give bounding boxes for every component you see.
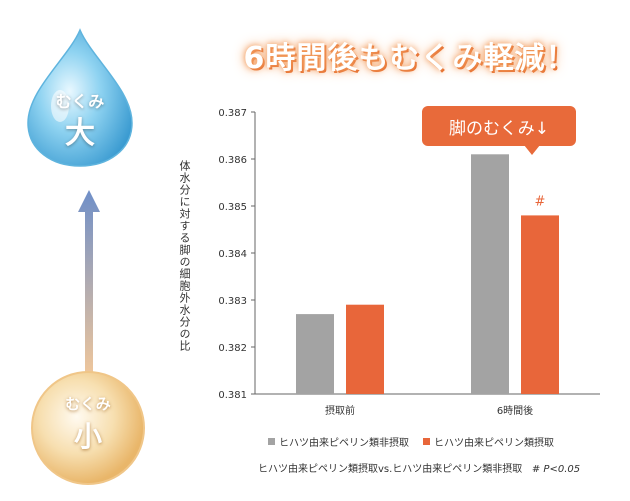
y-tick-label: 0.383 xyxy=(218,296,247,307)
bar-non-intake-1 xyxy=(471,154,509,394)
legend-label-intake: ヒハツ由来ピペリン類摂取 xyxy=(434,438,554,449)
x-tick-label: 摂取前 xyxy=(325,404,355,417)
legend-swatch-gray xyxy=(268,438,275,445)
callout-box: 脚のむくみ↓ xyxy=(422,106,576,155)
y-tick-label: 0.384 xyxy=(218,249,247,260)
scale-bottom-big: 小 xyxy=(73,420,102,453)
water-drop-icon xyxy=(27,28,133,167)
legend: ヒハツ由来ピペリン類非摂取 ヒハツ由来ピペリン類摂取 xyxy=(268,434,554,449)
footnote: ヒハツ由来ピペリン類摂取vs.ヒハツ由来ピペリン類非摂取 # P<0.05 xyxy=(258,460,580,475)
significance-note: # P<0.05 xyxy=(531,464,581,475)
x-tick-label: 6時間後 xyxy=(497,404,533,417)
y-tick-label: 0.381 xyxy=(218,390,247,401)
arrow-up-icon xyxy=(78,190,100,380)
scale-bottom-small: むくみ xyxy=(65,395,111,413)
footnote-text: ヒハツ由来ピペリン類摂取vs.ヒハツ由来ピペリン類非摂取 xyxy=(258,464,523,475)
significance-mark: # xyxy=(535,194,546,209)
legend-label-non-intake: ヒハツ由来ピペリン類非摂取 xyxy=(279,438,409,449)
y-tick-label: 0.382 xyxy=(218,343,247,354)
bar-intake-0 xyxy=(346,304,384,394)
headline: 6時間後もむくみ軽減！ xyxy=(243,41,577,76)
scale-top-small: むくみ xyxy=(55,92,105,111)
legend-item-non-intake: ヒハツ由来ピペリン類非摂取 xyxy=(268,434,409,449)
bar-intake-1 xyxy=(521,215,559,394)
bar-chart: 0.381 0.382 0.383 0.384 0.385 0.386 0.387 摂取前 6時… xyxy=(218,108,600,417)
legend-item-intake: ヒハツ由来ピペリン類摂取 xyxy=(423,434,554,449)
y-axis-label: 体水分に対する脚の細胞外水分の比 xyxy=(178,160,191,352)
y-tick-label: 0.387 xyxy=(218,108,247,119)
y-tick-label: 0.385 xyxy=(218,202,247,213)
bar-non-intake-0 xyxy=(296,314,334,394)
bubble-icon xyxy=(31,371,145,485)
scale-top-big: 大 xyxy=(65,116,95,151)
y-tick-label: 0.386 xyxy=(218,155,247,166)
legend-swatch-orange xyxy=(423,438,430,445)
